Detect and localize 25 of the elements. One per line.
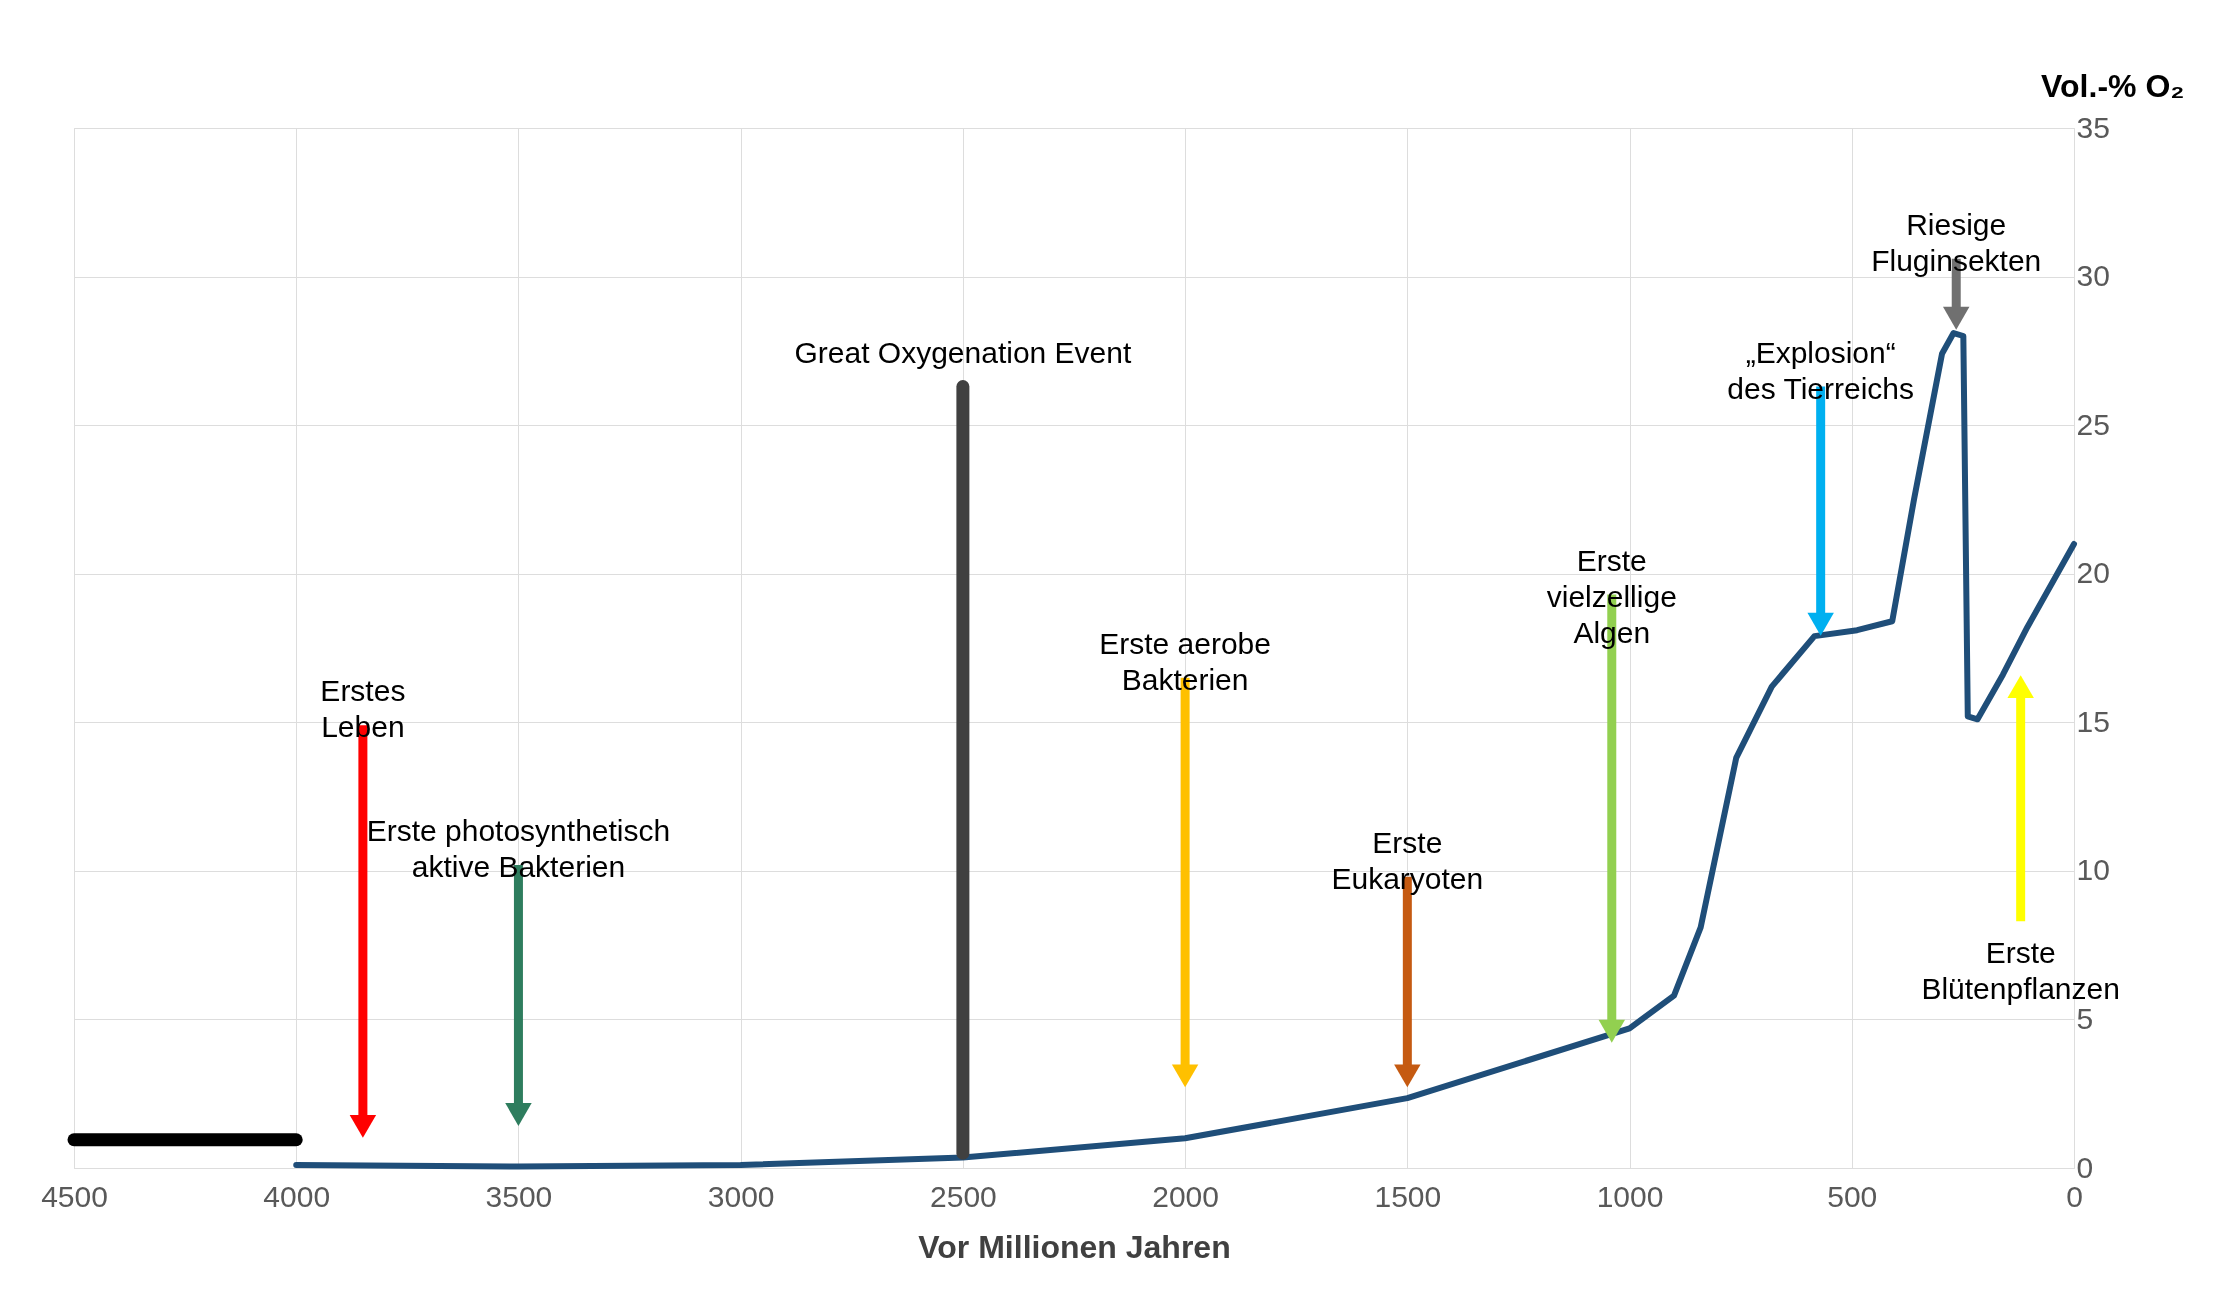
y-axis-title: Vol.-% O₂ [2041, 67, 2185, 104]
series-label: Great Oxygenation Event [794, 335, 1132, 369]
x-tick-label: 1000 [1596, 1179, 1664, 1213]
y-tick-label: 0 [2076, 1150, 2094, 1184]
y-tick-label: 30 [2076, 259, 2110, 293]
x-tick-label: 3000 [707, 1179, 775, 1213]
y-tick-label: 15 [2076, 704, 2110, 738]
series-label: Riesige Fluginsekten [1871, 207, 2042, 277]
series-label: Erstes Leben [320, 674, 406, 744]
series-label: Erste photosynthetisch aktive Bakterien [366, 813, 671, 883]
y-tick-label: 35 [2076, 110, 2110, 144]
x-tick-label: 4500 [41, 1179, 108, 1213]
y-tick-label: 10 [2076, 853, 2110, 887]
x-tick-label: 1500 [1374, 1179, 1442, 1213]
y-tick-label: 25 [2076, 407, 2110, 441]
x-tick-label: 2500 [930, 1179, 997, 1213]
series-label: Erste Eukaryoten [1331, 825, 1484, 895]
x-tick-label: 3500 [485, 1179, 553, 1213]
series-label: „Explosion“ des Tierreichs [1727, 335, 1915, 405]
x-axis-title: Vor Millionen Jahren [918, 1228, 1231, 1265]
y-tick-label: 20 [2076, 556, 2110, 590]
series-label: Erste aerobe Bakterien [1099, 626, 1271, 696]
x-tick-label: 4000 [263, 1179, 331, 1213]
x-tick-label: 2000 [1152, 1179, 1219, 1213]
x-tick-label: 500 [1827, 1179, 1878, 1213]
